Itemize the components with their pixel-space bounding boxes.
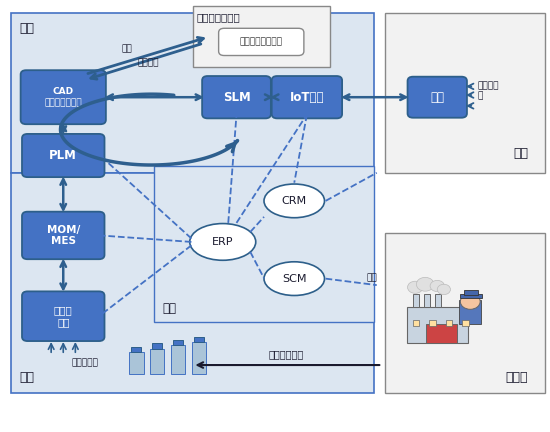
Text: MOM/
MES: MOM/ MES bbox=[47, 225, 80, 246]
Bar bbox=[150, 349, 164, 374]
Text: SCM: SCM bbox=[282, 273, 306, 284]
FancyBboxPatch shape bbox=[22, 291, 104, 341]
Circle shape bbox=[460, 294, 480, 309]
Bar bbox=[459, 300, 481, 324]
Bar bbox=[129, 352, 144, 374]
Bar bbox=[192, 342, 206, 374]
FancyBboxPatch shape bbox=[22, 212, 104, 259]
Bar bbox=[407, 307, 468, 343]
Bar bbox=[429, 320, 436, 326]
Text: 顧客: 顧客 bbox=[513, 147, 528, 160]
FancyBboxPatch shape bbox=[272, 76, 342, 118]
Text: CAD
（開発・設計）: CAD （開発・設計） bbox=[45, 88, 82, 107]
Bar bbox=[412, 320, 419, 326]
Bar bbox=[424, 294, 430, 307]
FancyBboxPatch shape bbox=[408, 77, 467, 118]
Text: SLM: SLM bbox=[223, 91, 250, 104]
Bar bbox=[11, 13, 374, 173]
Text: 調達: 調達 bbox=[367, 273, 378, 282]
FancyBboxPatch shape bbox=[22, 134, 104, 177]
Text: ERP: ERP bbox=[212, 237, 234, 247]
Bar bbox=[192, 6, 330, 67]
Bar bbox=[412, 294, 419, 307]
Text: 生産: 生産 bbox=[19, 371, 34, 384]
Bar bbox=[194, 337, 204, 342]
Bar bbox=[385, 13, 544, 173]
Bar bbox=[173, 340, 183, 345]
Bar bbox=[171, 345, 185, 374]
Ellipse shape bbox=[264, 262, 324, 295]
Text: センサー
類: センサー 類 bbox=[477, 81, 499, 100]
Circle shape bbox=[416, 277, 434, 291]
Text: IoT基盤: IoT基盤 bbox=[290, 91, 324, 104]
Ellipse shape bbox=[190, 224, 256, 260]
Bar bbox=[460, 294, 482, 298]
Text: 部品等の納入: 部品等の納入 bbox=[268, 349, 304, 359]
Text: 生産機
器等: 生産機 器等 bbox=[54, 305, 73, 327]
FancyBboxPatch shape bbox=[21, 70, 106, 124]
Circle shape bbox=[408, 281, 423, 293]
Bar bbox=[426, 324, 456, 343]
Text: 仕様: 仕様 bbox=[121, 44, 132, 54]
Text: CRM: CRM bbox=[282, 196, 307, 206]
Text: センサー類: センサー類 bbox=[72, 359, 98, 368]
Bar bbox=[154, 166, 374, 322]
Bar bbox=[434, 294, 441, 307]
Text: 経営: 経営 bbox=[162, 302, 176, 315]
Text: PLM: PLM bbox=[50, 149, 77, 162]
Bar bbox=[152, 343, 162, 349]
Text: シミュレーション: シミュレーション bbox=[240, 38, 283, 46]
Bar bbox=[11, 173, 374, 393]
FancyBboxPatch shape bbox=[218, 28, 304, 56]
Text: 検証結果: 検証結果 bbox=[138, 59, 159, 68]
Circle shape bbox=[437, 284, 450, 295]
Bar bbox=[131, 347, 141, 352]
Bar bbox=[385, 233, 544, 393]
Text: 開発: 開発 bbox=[19, 22, 34, 35]
Bar bbox=[462, 320, 469, 326]
FancyBboxPatch shape bbox=[202, 76, 271, 118]
Text: 端末: 端末 bbox=[430, 91, 444, 104]
Text: 調達先（開発）: 調達先（開発） bbox=[197, 12, 241, 22]
Circle shape bbox=[430, 280, 444, 292]
Ellipse shape bbox=[264, 184, 324, 218]
Text: 調達先: 調達先 bbox=[505, 371, 528, 384]
Bar bbox=[446, 320, 452, 326]
Bar bbox=[464, 290, 478, 295]
